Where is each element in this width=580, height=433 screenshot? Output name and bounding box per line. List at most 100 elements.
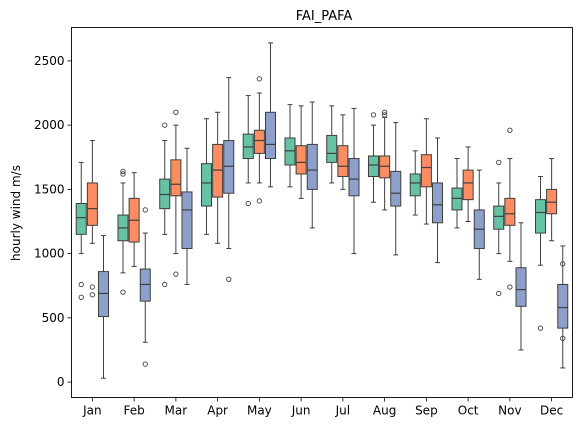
y-axis: 0 500 1000 1500 2000 2500 <box>34 54 72 389</box>
box-mar-2 <box>170 109 182 277</box>
box-feb-1 <box>117 168 129 295</box>
box-aug-3 <box>390 122 402 256</box>
box-jul-3 <box>348 107 360 255</box>
box-may-3 <box>264 42 277 188</box>
outlier-point <box>256 76 263 82</box>
box-nov-2 <box>504 127 516 290</box>
box-aug-2 <box>379 109 391 211</box>
box-body <box>139 268 151 302</box>
x-tick-label: Oct <box>458 404 479 418</box>
y-tick-label: 500 <box>42 311 65 325</box>
box-body <box>223 140 235 194</box>
x-tick-label: Aug <box>373 404 396 418</box>
outlier-point <box>245 200 251 207</box>
box-body <box>367 155 380 178</box>
box-apr-1 <box>200 118 213 235</box>
box-body <box>379 155 391 179</box>
outlier-point <box>173 271 179 277</box>
box-mar-1 <box>159 122 171 288</box>
x-tick-label: Feb <box>124 404 145 418</box>
box-jun-1 <box>284 104 296 188</box>
box-jan-2 <box>86 140 98 298</box>
outlier-point <box>496 159 502 166</box>
box-body <box>242 133 254 160</box>
box-body <box>409 173 421 197</box>
box-body <box>97 271 110 318</box>
box-body <box>462 169 474 201</box>
box-body <box>493 205 505 230</box>
outlier-point <box>89 284 96 290</box>
x-tick-label: Jul <box>335 404 350 418</box>
box-body <box>170 159 182 197</box>
x-tick-label: Mar <box>165 404 188 418</box>
outlier-point <box>120 289 126 295</box>
y-tick-label: 2500 <box>34 54 65 68</box>
outlier-point <box>173 109 179 115</box>
outlier-point <box>256 198 263 204</box>
box-body <box>306 143 318 190</box>
box-feb-3 <box>139 207 151 367</box>
box-jan-3 <box>97 235 110 379</box>
x-tick-label: Nov <box>498 404 521 418</box>
box-sep-1 <box>409 150 421 216</box>
box-body <box>451 187 463 211</box>
box-oct-2 <box>462 146 474 222</box>
outlier-point <box>89 292 96 298</box>
outlier-point <box>162 281 168 288</box>
outlier-point <box>537 325 544 331</box>
box-dec-3 <box>557 245 569 369</box>
box-body <box>264 111 277 160</box>
outlier-point <box>78 294 84 300</box>
x-tick-label: Sep <box>415 404 438 418</box>
box-body <box>212 143 224 198</box>
box-jun-3 <box>306 101 318 229</box>
x-tick-label: Jan <box>82 404 102 418</box>
chart-title: FAI_PAFA <box>296 9 353 24</box>
x-axis: Jan Feb Mar Apr May Jun Jul Aug Sep Oct Nov Dec <box>82 397 563 418</box>
outlier-point <box>507 284 513 290</box>
box-body <box>200 163 213 207</box>
x-tick-label: Dec <box>540 404 563 418</box>
outlier-point <box>560 335 566 342</box>
box-body <box>504 197 516 226</box>
outlier-point <box>142 207 148 213</box>
box-body <box>515 267 527 307</box>
box-body <box>159 178 171 210</box>
box-nov-1 <box>493 159 505 297</box>
box-sep-2 <box>420 118 432 225</box>
box-body <box>284 137 296 166</box>
outlier-point <box>226 276 232 282</box>
box-body <box>348 158 360 197</box>
box-body <box>546 188 558 215</box>
box-jan-1 <box>75 161 87 300</box>
box-jul-2 <box>337 114 349 190</box>
box-may-1 <box>242 95 254 207</box>
box-body <box>390 170 402 207</box>
x-tick-label: May <box>247 404 272 418</box>
y-tick-label: 1500 <box>34 182 65 196</box>
box-body <box>253 129 265 154</box>
outlier-point <box>381 112 388 118</box>
outlier-point <box>142 361 148 367</box>
box-body <box>557 283 569 329</box>
box-body <box>75 203 87 235</box>
y-axis-label: hourly wind m/s <box>9 165 23 261</box>
box-jul-1 <box>326 105 338 184</box>
box-aug-1 <box>367 112 380 203</box>
outlier-point <box>381 109 388 115</box>
box-nov-3 <box>515 222 527 351</box>
plot-frame <box>71 27 573 398</box>
box-body <box>326 134 338 163</box>
box-may-2 <box>253 76 265 204</box>
box-feb-2 <box>128 172 140 267</box>
box-jun-2 <box>295 105 307 199</box>
box-body <box>181 191 193 249</box>
y-tick-label: 2000 <box>34 118 65 132</box>
outlier-point <box>120 168 126 175</box>
y-tick-label: 1000 <box>34 247 65 261</box>
x-tick-label: Jun <box>291 404 311 418</box>
y-tick-label: 0 <box>57 375 65 389</box>
box-body <box>295 145 307 175</box>
box-body <box>86 182 98 226</box>
